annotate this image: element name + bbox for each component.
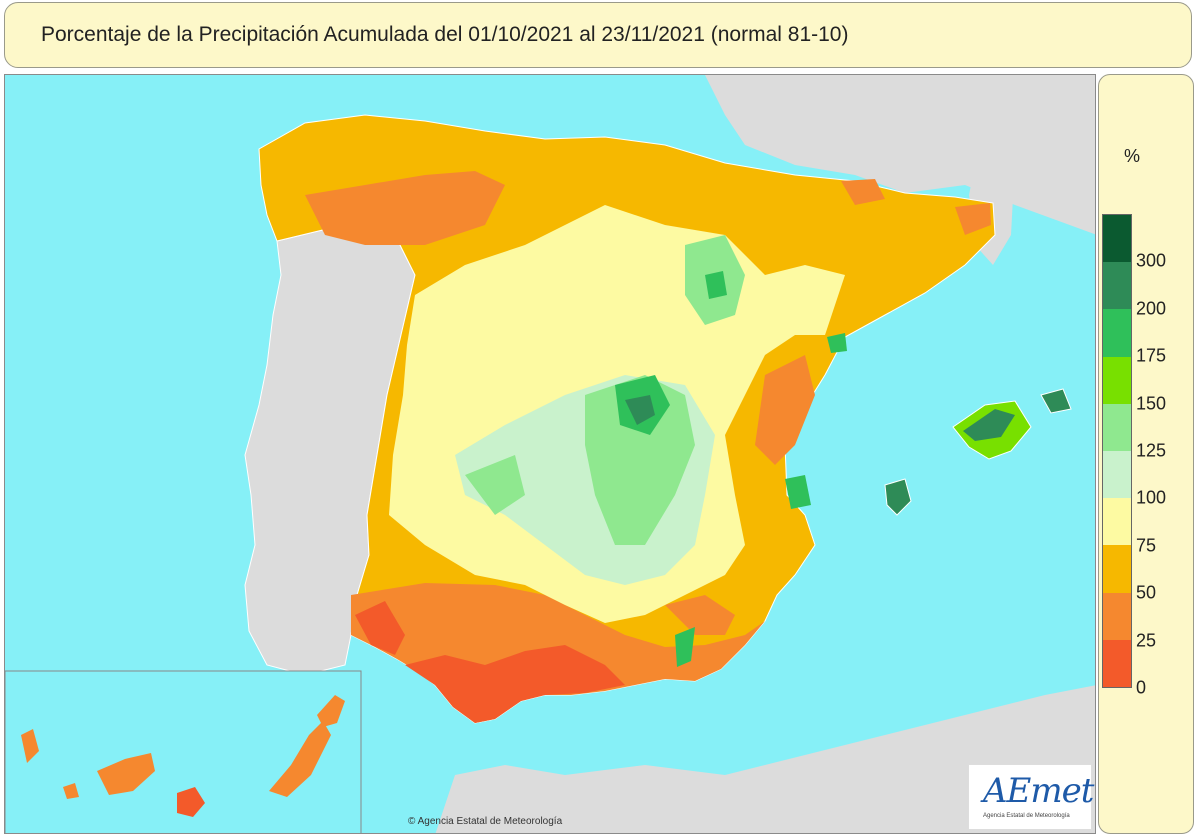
- legend-swatch: [1103, 592, 1131, 640]
- legend-tick-label: 75: [1136, 535, 1157, 556]
- mallorca-green-region: [963, 409, 1015, 441]
- madrid-green-region: [585, 375, 695, 545]
- aemet-logo: AEmet Agencia Estatal de Meteorología: [968, 764, 1094, 830]
- lanzarote-island: [317, 695, 345, 727]
- menorca-island: [1040, 388, 1072, 414]
- legend-swatch: [1103, 639, 1131, 688]
- legend-swatch: [1103, 309, 1131, 357]
- legend-tick-label: 0: [1136, 677, 1147, 698]
- legend-tick-label: 300: [1136, 250, 1167, 271]
- legend-tick-label: 25: [1136, 630, 1157, 651]
- legend-tick-label: 100: [1136, 487, 1167, 508]
- la-gomera-island: [63, 783, 79, 799]
- madrid-peak-region: [625, 395, 655, 425]
- almeria-green-spot: [675, 627, 695, 667]
- castellon-green-spot: [827, 333, 847, 353]
- africa-land: [435, 685, 1095, 833]
- legend-unit: %: [1124, 146, 1141, 166]
- legend-swatch: [1103, 403, 1131, 452]
- girona-orange-spot: [955, 203, 991, 235]
- map-frame: [4, 74, 1096, 834]
- legend-swatch: [1103, 451, 1131, 499]
- logo-text: AEmet: [983, 771, 1094, 811]
- title-box: Porcentaje de la Precipitación Acumulada…: [4, 2, 1192, 68]
- legend-tick-label: 175: [1136, 345, 1167, 366]
- murcia-orange-region: [665, 595, 735, 635]
- cadiz-malaga-red-region: [405, 645, 625, 723]
- gran-canaria-island: [177, 787, 205, 817]
- logo-subtitle: Agencia Estatal de Meteorología: [983, 813, 1070, 819]
- map-title: Porcentaje de la Precipitación Acumulada…: [41, 23, 849, 46]
- legend-tick-label: 150: [1136, 393, 1167, 414]
- legend-tick-label: 200: [1136, 298, 1167, 319]
- northwest-orange-region: [305, 171, 505, 245]
- la-palma-island: [21, 729, 39, 763]
- fuerteventura-island: [269, 721, 331, 797]
- legend-swatch: [1103, 356, 1131, 404]
- legend-tick-label: 125: [1136, 440, 1167, 461]
- alicante-green-spot: [785, 475, 811, 509]
- valencia-orange-region: [755, 355, 815, 465]
- italy-land: [1005, 75, 1095, 144]
- huelva-red-region: [355, 601, 405, 655]
- tenerife-island: [97, 753, 155, 795]
- precipitation-map: [5, 75, 1095, 833]
- legend-tick-label: 50: [1136, 582, 1157, 603]
- copyright-text: © Agencia Estatal de Meteorología: [408, 816, 563, 827]
- soria-darkgreen-spot: [705, 271, 727, 299]
- ibiza-island: [884, 478, 912, 516]
- pyrenees-orange-spot: [841, 179, 885, 205]
- legend-swatch: [1103, 262, 1131, 310]
- legend-swatch: [1103, 545, 1131, 593]
- caceres-green-region: [465, 455, 525, 515]
- legend-swatch: [1103, 215, 1131, 263]
- legend-swatch: [1103, 498, 1131, 546]
- legend-colorbar: [1102, 214, 1132, 688]
